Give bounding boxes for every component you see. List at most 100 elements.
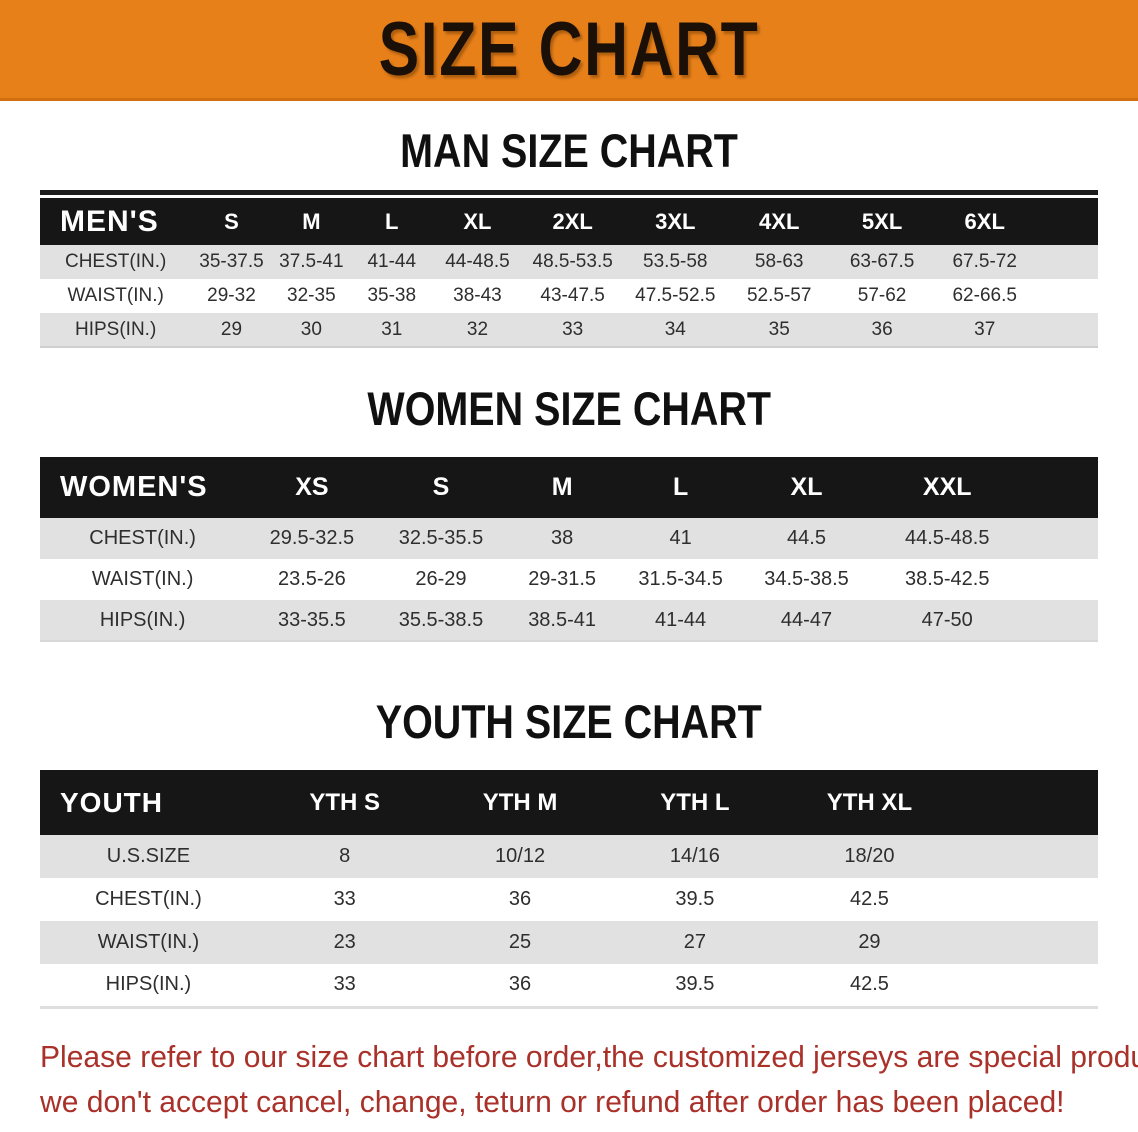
size-column-header: YTH S xyxy=(256,770,433,835)
size-value: 36 xyxy=(432,878,608,921)
size-value: 34.5-38.5 xyxy=(740,559,873,600)
size-value: 67.5-72 xyxy=(933,245,1037,279)
size-column-header: S xyxy=(191,198,272,245)
size-value: 23.5-26 xyxy=(245,559,379,600)
size-value: 38-43 xyxy=(432,279,523,313)
size-value: 33 xyxy=(256,878,433,921)
disclaimer-line-2: we don't accept cancel, change, teturn o… xyxy=(40,1084,1065,1119)
size-value: 38.5-42.5 xyxy=(872,559,1022,600)
size-value: 41-44 xyxy=(351,245,433,279)
size-value: 44-47 xyxy=(740,600,873,641)
size-value: 29 xyxy=(191,313,272,347)
row-label: CHEST(IN.) xyxy=(40,878,257,921)
size-value: 32-35 xyxy=(271,279,352,313)
size-value: 33-35.5 xyxy=(245,600,379,641)
table-row: HIPS(IN.) 33 36 39.5 42.5 xyxy=(40,964,1098,1007)
size-value: 33 xyxy=(522,313,623,347)
table-row: WAIST(IN.) 29-32 32-35 35-38 38-43 43-47… xyxy=(40,279,1098,313)
filler-cell xyxy=(956,921,1098,964)
size-value: 37.5-41 xyxy=(271,245,352,279)
women-size-chart-heading-text: WOMEN SIZE CHART xyxy=(367,382,771,435)
row-label: CHEST(IN.) xyxy=(40,245,192,279)
size-value: 52.5-57 xyxy=(727,279,831,313)
size-value: 35-38 xyxy=(351,279,433,313)
size-column-header: XXL xyxy=(872,457,1022,518)
man-size-chart-heading-text: MAN SIZE CHART xyxy=(400,124,738,177)
youth-header-row: YOUTH YTH S YTH M YTH L YTH XL xyxy=(40,770,1098,835)
youth-size-table-wrap: YOUTH YTH S YTH M YTH L YTH XL U.S.SIZE … xyxy=(40,770,1098,1009)
size-value: 63-67.5 xyxy=(830,245,934,279)
size-column-header: XL xyxy=(740,457,873,518)
size-value: 26-29 xyxy=(378,559,504,600)
filler-cell xyxy=(1021,518,1098,559)
disclaimer-line-1: Please refer to our size chart before or… xyxy=(40,1039,1138,1074)
filler-cell xyxy=(1036,313,1098,347)
size-value: 25 xyxy=(432,921,608,964)
row-label: HIPS(IN.) xyxy=(40,600,246,641)
filler-cell xyxy=(1021,559,1098,600)
table-row: WAIST(IN.) 23.5-26 26-29 29-31.5 31.5-34… xyxy=(40,559,1098,600)
size-value: 18/20 xyxy=(782,835,957,878)
size-value: 41 xyxy=(620,518,741,559)
womens-header-label: WOMEN'S xyxy=(40,457,246,518)
row-label: U.S.SIZE xyxy=(40,835,257,878)
row-label: HIPS(IN.) xyxy=(40,964,257,1007)
size-column-header: XS xyxy=(245,457,379,518)
womens-header-row: WOMEN'S XS S M L XL XXL xyxy=(40,457,1098,518)
size-column-header: M xyxy=(503,457,621,518)
filler-cell xyxy=(956,835,1098,878)
size-value: 38 xyxy=(503,518,621,559)
size-value: 30 xyxy=(271,313,352,347)
size-value: 34 xyxy=(622,313,728,347)
size-column-header: L xyxy=(620,457,741,518)
filler-cell xyxy=(1036,198,1098,245)
size-value: 29-31.5 xyxy=(503,559,621,600)
filler-cell xyxy=(1036,245,1098,279)
size-value: 27 xyxy=(607,921,783,964)
size-value: 31.5-34.5 xyxy=(620,559,741,600)
size-value: 53.5-58 xyxy=(622,245,728,279)
filler-cell xyxy=(1036,279,1098,313)
mens-size-table-wrap: MEN'S S M L XL 2XL 3XL 4XL 5XL 6XL CHEST… xyxy=(40,190,1098,348)
size-value: 48.5-53.5 xyxy=(522,245,623,279)
size-value: 32.5-35.5 xyxy=(378,518,504,559)
youth-header-label: YOUTH xyxy=(40,770,257,835)
youth-size-table: YOUTH YTH S YTH M YTH L YTH XL U.S.SIZE … xyxy=(40,770,1098,1009)
mens-header-label: MEN'S xyxy=(40,198,192,245)
size-value: 33 xyxy=(256,964,433,1007)
size-value: 29 xyxy=(782,921,957,964)
size-chart-banner: SIZE CHART xyxy=(0,0,1138,101)
size-value: 44.5 xyxy=(740,518,873,559)
size-value: 38.5-41 xyxy=(503,600,621,641)
banner-title: SIZE CHART xyxy=(378,6,760,92)
size-value: 14/16 xyxy=(607,835,783,878)
man-size-chart-heading: MAN SIZE CHART xyxy=(0,123,1138,178)
table-row: HIPS(IN.) 33-35.5 35.5-38.5 38.5-41 41-4… xyxy=(40,600,1098,641)
size-value: 47.5-52.5 xyxy=(622,279,728,313)
table-row: CHEST(IN.) 35-37.5 37.5-41 41-44 44-48.5… xyxy=(40,245,1098,279)
size-column-header: YTH M xyxy=(432,770,608,835)
size-column-header: S xyxy=(378,457,504,518)
mens-header-row: MEN'S S M L XL 2XL 3XL 4XL 5XL 6XL xyxy=(40,198,1098,245)
table-row: U.S.SIZE 8 10/12 14/16 18/20 xyxy=(40,835,1098,878)
size-value: 58-63 xyxy=(727,245,831,279)
size-value: 39.5 xyxy=(607,964,783,1007)
filler-cell xyxy=(956,964,1098,1007)
size-column-header: YTH XL xyxy=(782,770,957,835)
filler-cell xyxy=(1021,600,1098,641)
row-label: WAIST(IN.) xyxy=(40,559,246,600)
row-label: HIPS(IN.) xyxy=(40,313,192,347)
size-value: 10/12 xyxy=(432,835,608,878)
womens-size-table-wrap: WOMEN'S XS S M L XL XXL CHEST(IN.) 29.5-… xyxy=(40,457,1098,642)
mens-size-table: MEN'S S M L XL 2XL 3XL 4XL 5XL 6XL CHEST… xyxy=(40,198,1098,348)
table-row: CHEST(IN.) 29.5-32.5 32.5-35.5 38 41 44.… xyxy=(40,518,1098,559)
size-value: 42.5 xyxy=(782,964,957,1007)
size-value: 43-47.5 xyxy=(522,279,623,313)
size-value: 42.5 xyxy=(782,878,957,921)
row-label: CHEST(IN.) xyxy=(40,518,246,559)
size-column-header: M xyxy=(271,198,352,245)
row-label: WAIST(IN.) xyxy=(40,921,257,964)
size-value: 31 xyxy=(351,313,433,347)
size-column-header: 6XL xyxy=(933,198,1037,245)
size-value: 37 xyxy=(933,313,1037,347)
